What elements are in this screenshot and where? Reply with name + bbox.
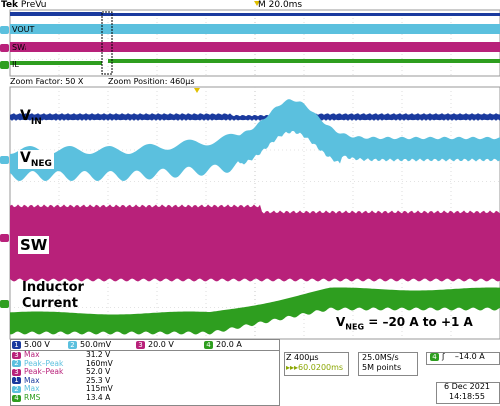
vin-trace <box>10 113 500 121</box>
measurement-channel-chip: 4 <box>12 394 21 402</box>
overview-window <box>9 9 500 77</box>
overview-vout-label: VOUT <box>12 25 35 34</box>
overview-il-label: IL <box>12 60 19 69</box>
channel-1-scale[interactable]: 1 5.00 V <box>12 340 50 350</box>
ch2-ov-marker[interactable] <box>0 26 9 34</box>
channel-3-value: 20.0 V <box>148 340 174 349</box>
measurement-name: Max <box>24 384 40 394</box>
vneg-label: VNEG <box>18 150 54 169</box>
vneg-annotation: VNEG = –20 A to +1 A <box>336 315 473 332</box>
zoom-position: Zoom Position: 460µs <box>108 77 195 86</box>
overview-il-trace-2 <box>108 59 500 63</box>
trigger-level: –14.0 A <box>454 352 485 361</box>
measurement-row[interactable]: 2 Max 115mV <box>12 385 113 394</box>
measurement-name: RMS <box>24 393 41 402</box>
measurement-channel-chip: 2 <box>12 385 21 393</box>
channel-4-chip: 4 <box>204 340 213 349</box>
measurement-value: 115mV <box>86 384 113 394</box>
record-length: 5M points <box>362 363 402 372</box>
zoom-factor: Zoom Factor: 50 X <box>10 77 84 86</box>
channel-markers <box>0 26 9 308</box>
top-timebase: M 20.0ms <box>258 0 303 10</box>
overview-sw-trace <box>10 42 500 52</box>
ch4-ov-marker[interactable] <box>0 61 9 69</box>
overview-sw-label: SWᵢ <box>12 43 27 52</box>
vneg-trace <box>10 99 500 181</box>
ch3-marker[interactable] <box>0 234 9 242</box>
measurement-value: 31.2 V <box>86 350 111 359</box>
channel-1-chip: 1 <box>12 340 21 349</box>
sample-rate: 25.0MS/s <box>362 353 399 362</box>
channel-3-chip: 3 <box>136 340 145 349</box>
channel-4-scale[interactable]: 4 20.0 A <box>204 340 242 350</box>
sw-trace <box>10 204 500 282</box>
ch4-marker[interactable] <box>0 300 9 308</box>
measurement-name: Peak–Peak <box>24 367 64 377</box>
measurement-name: Peak–Peak <box>24 358 64 368</box>
vin-label: VIN <box>20 108 42 127</box>
trigger-slope-icon: ʃ <box>442 352 445 361</box>
measurement-row[interactable]: 2 Peak–Peak 160mV <box>12 358 113 369</box>
channel-4-value: 20.0 A <box>216 340 242 349</box>
top-trigger-marker[interactable] <box>254 1 260 6</box>
zoom-window <box>9 1 500 340</box>
zoom-region-box[interactable] <box>101 11 113 75</box>
measurement-channel-chip: 3 <box>12 351 21 359</box>
channel-2-value: 50.0mV <box>80 340 112 349</box>
channel-3-scale[interactable]: 3 20.0 V <box>136 340 174 350</box>
sw-label: SW <box>18 236 50 254</box>
measurement-value: 52.0 V <box>86 367 111 377</box>
measurement-row[interactable]: 3 Max 31.2 V <box>12 350 111 360</box>
measurement-row[interactable]: 1 Max 25.3 V <box>12 375 111 386</box>
measurement-channel-chip: 3 <box>12 368 21 376</box>
measurement-value: 25.3 V <box>86 375 111 385</box>
measurement-channel-chip: 1 <box>12 377 21 385</box>
trigger-position-marker[interactable] <box>194 88 200 93</box>
ch3-ov-marker[interactable] <box>0 44 9 52</box>
overview-vin-trace <box>10 12 102 16</box>
ch2-marker[interactable] <box>0 156 9 164</box>
measurement-row[interactable]: 3 Peak–Peak 52.0 V <box>12 367 111 377</box>
date-label: 6 Dec 2021 <box>444 382 491 391</box>
channel-2-chip: 2 <box>68 340 77 349</box>
acquisition-box[interactable] <box>358 352 418 376</box>
overview-il-trace <box>10 61 102 65</box>
measurement-value: 13.4 A <box>86 393 111 402</box>
measurement-row[interactable]: 4 RMS 13.4 A <box>12 393 111 403</box>
channel-2-scale[interactable]: 2 50.0mV <box>68 340 111 350</box>
measurements-panel <box>10 350 280 406</box>
inductor-label: Inductor Current <box>22 280 84 311</box>
inductor-current-trace <box>10 287 500 335</box>
overview-vout-trace <box>10 24 500 34</box>
measurement-value: 160mV <box>86 358 113 368</box>
timebase-box[interactable] <box>284 352 349 376</box>
brand-label: Tek PreVu <box>1 0 47 10</box>
trigger-delay: ▸▸▸60.0200ms <box>286 363 344 372</box>
measurement-name: Max <box>24 375 40 385</box>
channel-1-value: 5.00 V <box>24 340 50 349</box>
measurement-name: Max <box>24 350 40 359</box>
measurement-channel-chip: 2 <box>12 360 21 368</box>
trigger-channel-chip: 4 <box>430 352 439 361</box>
overview-vin-trace-2 <box>102 13 500 16</box>
time-label: 14:18:55 <box>449 392 485 401</box>
zoom-timebase: Z 400µs <box>286 353 319 362</box>
